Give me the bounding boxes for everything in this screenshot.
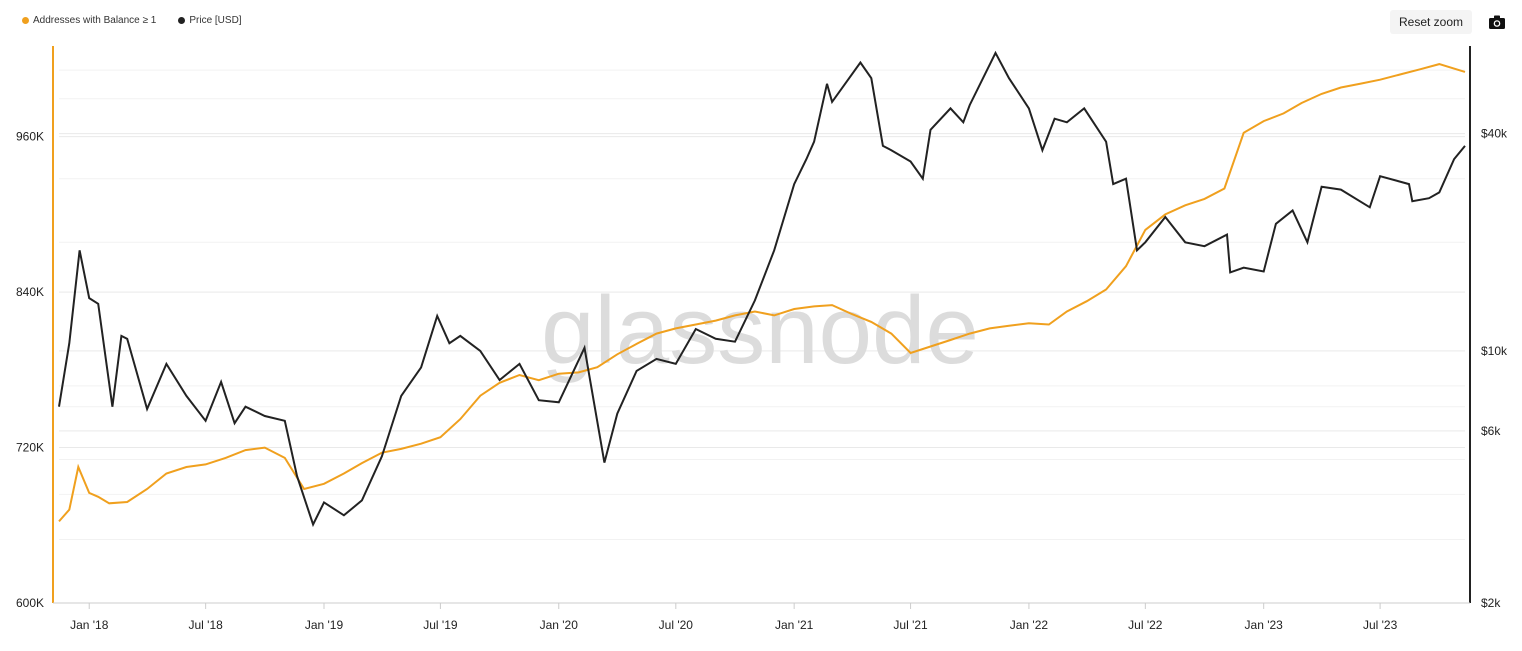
addresses-series-line: [58, 63, 1466, 523]
x-tick-label: Jul '18: [188, 618, 223, 632]
left-axis-ticks: 600K 720K 840K 960K: [16, 130, 44, 610]
x-tick-label: Jul '23: [1363, 618, 1398, 632]
y-left-tick-label: 720K: [16, 441, 44, 455]
reset-zoom-button[interactable]: Reset zoom: [1390, 10, 1472, 34]
x-tick-label: Jul '22: [1128, 618, 1163, 632]
legend-item-price[interactable]: Price [USD]: [178, 15, 242, 26]
x-tick-label: Jul '21: [893, 618, 928, 632]
y-left-tick-label: 600K: [16, 596, 44, 610]
y-right-tick-label: $6k: [1481, 424, 1501, 438]
right-axis-ticks: $2k $6k $10k $40k: [1481, 127, 1508, 610]
x-tick-label: Jan '20: [540, 618, 579, 632]
price-series-line: [58, 50, 1466, 528]
y-right-tick-label: $10k: [1481, 344, 1508, 358]
watermark: glassnode: [541, 277, 979, 384]
x-tick-label: Jan '19: [305, 618, 344, 632]
y-right-tick-label: $2k: [1481, 596, 1501, 610]
legend-label-price: Price [USD]: [189, 15, 242, 26]
price-dot-icon: [178, 17, 186, 24]
x-tick-label: Jan '18: [70, 618, 109, 632]
addresses-dot-icon: [22, 17, 29, 24]
x-tick-label: Jan '23: [1245, 618, 1284, 632]
x-axis-ticks: Jan '18 Jul '18 Jan '19 Jul '19 Jan '20 Jul '…: [70, 603, 1398, 632]
legend-label-addresses: Addresses with Balance ≥ 1: [33, 15, 157, 26]
y-left-tick-label: 960K: [16, 130, 44, 144]
x-tick-label: Jul '19: [423, 618, 458, 632]
camera-icon[interactable]: [1488, 14, 1506, 30]
legend-item-addresses[interactable]: Addresses with Balance ≥ 1: [22, 15, 156, 26]
x-tick-label: Jan '22: [1010, 618, 1049, 632]
y-right-tick-label: $40k: [1481, 127, 1508, 141]
chart-legend: Addresses with Balance ≥ 1 Price [USD]: [22, 15, 242, 26]
x-tick-label: Jul '20: [659, 618, 694, 632]
x-tick-label: Jan '21: [775, 618, 814, 632]
y-left-tick-label: 840K: [16, 285, 44, 299]
